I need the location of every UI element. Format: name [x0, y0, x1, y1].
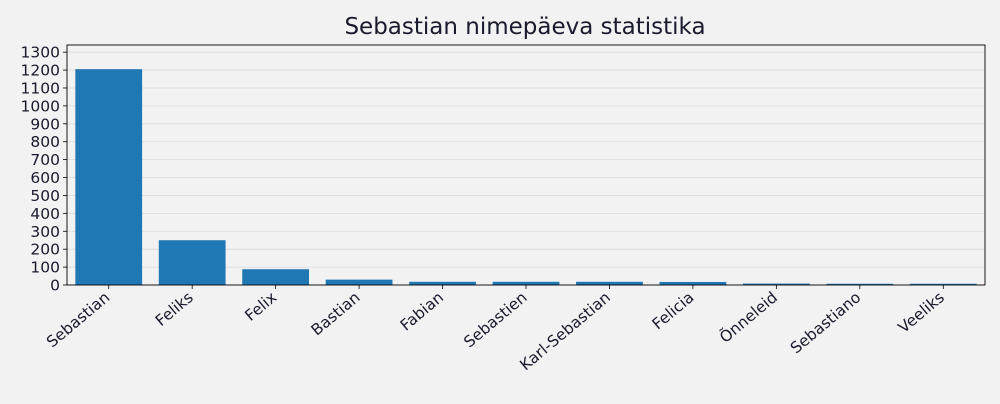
bar [492, 281, 560, 285]
y-tick-label: 800 [30, 133, 60, 151]
bar [742, 283, 810, 285]
bar [325, 279, 393, 285]
x-tick-label: Sebastiano [787, 288, 864, 357]
x-tick-label: Karl-Sebastian [517, 288, 614, 374]
y-tick-label: 1100 [21, 79, 60, 97]
x-axis-ticks: Sebastian Feliks Felix Bastian Fabian Sebasti… [43, 285, 948, 374]
bar [242, 269, 310, 285]
y-tick-label: 600 [30, 169, 60, 187]
y-tick-label: 300 [30, 223, 60, 241]
bars-layer [75, 69, 977, 285]
y-tick-label: 0 [50, 277, 60, 295]
y-tick-label: 1000 [21, 97, 60, 115]
bar [409, 281, 476, 285]
y-tick-label: 1200 [21, 62, 60, 80]
bar [826, 283, 894, 285]
y-tick-label: 400 [30, 205, 60, 223]
x-tick-label: Sebastien [460, 288, 530, 351]
bar [158, 240, 226, 285]
x-tick-label: Õnneleid [716, 288, 781, 347]
grid-layer [67, 51, 985, 286]
y-tick-label: 200 [30, 241, 60, 259]
x-tick-label: Veeliks [895, 288, 948, 337]
bar [909, 283, 977, 285]
bar [576, 281, 643, 285]
bar [659, 281, 727, 285]
y-axis-ticks: 0100200300400500600700800900100011001200… [21, 44, 67, 295]
x-tick-label: Sebastian [43, 288, 113, 351]
bar [75, 69, 143, 285]
x-tick-label: Felix [242, 288, 281, 325]
y-tick-label: 500 [30, 187, 60, 205]
y-tick-label: 1300 [21, 44, 60, 62]
x-tick-label: Felicia [649, 288, 698, 333]
x-tick-label: Bastian [308, 288, 364, 339]
y-tick-label: 100 [30, 259, 60, 277]
chart-title: Sebastian nimepäeva statistika [344, 14, 705, 40]
x-tick-label: Fabian [397, 288, 447, 334]
y-tick-label: 700 [30, 151, 60, 169]
y-tick-label: 900 [30, 115, 60, 133]
x-tick-label: Feliks [152, 288, 197, 330]
